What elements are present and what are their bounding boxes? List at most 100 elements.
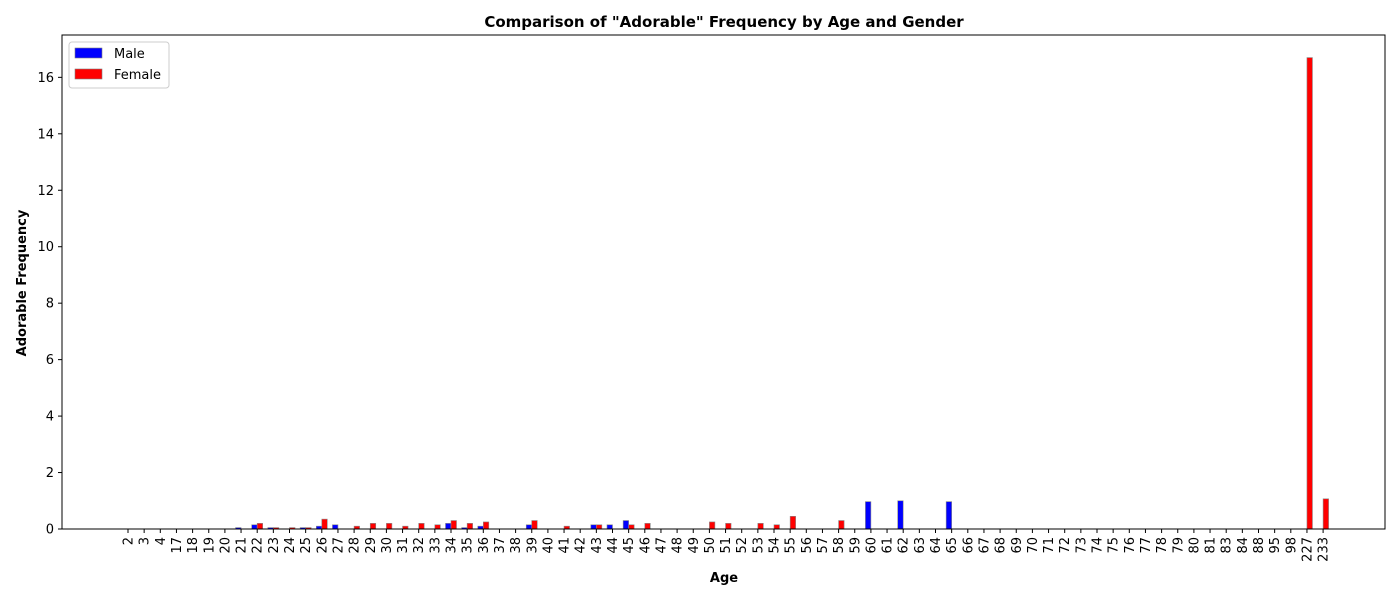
- bar-female-55: [789, 515, 796, 530]
- x-tick-label: 95: [1268, 537, 1283, 554]
- x-tick-label: 42: [574, 537, 589, 554]
- y-ticks: 0 2 4 6 8 10 12 14 16: [37, 71, 62, 538]
- x-tick-label: 67: [977, 537, 992, 554]
- x-tick-label: 24: [283, 537, 298, 554]
- x-tick-label: 74: [1091, 537, 1106, 554]
- bar-female-22: [256, 523, 264, 530]
- x-tick-label: 62: [897, 537, 912, 554]
- bars-group: [235, 57, 1329, 530]
- x-tick-label: 20: [218, 537, 233, 554]
- x-tick-label: 40: [541, 537, 556, 554]
- legend-label-male: Male: [114, 47, 145, 62]
- x-tick-label: 73: [1074, 537, 1089, 554]
- x-tick-label: 59: [848, 537, 863, 554]
- x-tick-label: 79: [1171, 537, 1186, 554]
- x-tick-label: 30: [380, 537, 395, 554]
- x-tick-label: 29: [364, 537, 379, 554]
- y-tick-label: 4: [46, 410, 54, 425]
- bar-female-34: [450, 520, 457, 530]
- x-tick-label: 60: [864, 537, 879, 554]
- bar-male-45: [622, 520, 629, 530]
- x-tick-label: 70: [1026, 537, 1041, 554]
- bar-female-39: [531, 520, 538, 530]
- y-tick-label: 10: [37, 240, 54, 255]
- x-tick-label: 4: [154, 537, 169, 545]
- x-tick-label: 49: [687, 537, 702, 554]
- bar-male-60: [865, 501, 872, 530]
- x-tick-label: 43: [590, 537, 605, 554]
- x-tick-label: 2: [122, 537, 137, 545]
- y-axis-label: Adorable Frequency: [15, 209, 30, 356]
- chart-title: Comparison of "Adorable" Frequency by Ag…: [484, 13, 964, 31]
- x-tick-label: 84: [1236, 537, 1251, 554]
- x-tick-label: 63: [913, 537, 928, 554]
- x-tick-label: 88: [1252, 537, 1267, 554]
- x-tick-label: 32: [412, 537, 427, 554]
- plot-frame: [61, 34, 1386, 530]
- bar-female-53: [757, 523, 764, 530]
- x-tick-label: 69: [1010, 537, 1025, 554]
- x-tick-label: 52: [735, 537, 750, 554]
- legend-swatch-male: [74, 47, 103, 59]
- bar-female-43: [596, 524, 603, 530]
- x-tick-label: 25: [299, 537, 314, 554]
- x-tick-label: 78: [1155, 537, 1170, 554]
- bar-female-33: [434, 524, 441, 530]
- bar-female-54: [773, 524, 780, 530]
- x-tick-label: 72: [1058, 537, 1073, 554]
- x-tick-label: 3: [138, 537, 153, 545]
- x-tick-label: 54: [768, 537, 783, 554]
- bar-male-62: [897, 500, 904, 530]
- y-tick-label: 8: [46, 297, 54, 312]
- x-tick-label: 55: [784, 537, 799, 554]
- bar-female-233: [1322, 498, 1329, 530]
- bar-female-35: [466, 523, 473, 530]
- x-tick-label: 76: [1123, 537, 1138, 554]
- x-tick-label: 44: [606, 537, 621, 554]
- x-tick-label: 47: [654, 537, 669, 554]
- bar-female-30: [386, 523, 393, 530]
- x-tick-label: 50: [703, 537, 718, 554]
- x-tick-label: 28: [348, 537, 363, 554]
- bar-female-227: [1306, 57, 1313, 530]
- x-tick-label: 48: [671, 537, 686, 554]
- x-tick-label: 41: [558, 537, 573, 554]
- bar-male-65: [945, 501, 952, 530]
- bar-female-36: [482, 521, 490, 530]
- bar-male-43: [590, 524, 597, 530]
- x-tick-label: 46: [638, 537, 653, 554]
- x-tick-label: 83: [1220, 537, 1235, 554]
- x-tick-label: 27: [331, 537, 346, 554]
- bar-male-34: [445, 523, 452, 530]
- x-tick-label: 57: [816, 537, 831, 554]
- x-tick-label: 37: [493, 537, 508, 554]
- x-tick-label: 68: [994, 537, 1009, 554]
- bar-male-22: [251, 524, 258, 530]
- x-tick-label: 71: [1042, 537, 1057, 554]
- x-tick-label: 17: [170, 537, 185, 554]
- x-tick-label: 31: [396, 537, 411, 554]
- x-tick-label: 34: [445, 537, 460, 554]
- x-tick-label: 81: [1204, 537, 1219, 554]
- x-tick-label: 77: [1139, 537, 1154, 554]
- bar-female-29: [369, 523, 377, 530]
- x-tick-label: 66: [961, 537, 976, 554]
- x-tick-label: 45: [622, 537, 637, 554]
- x-tick-label: 39: [525, 537, 540, 554]
- y-tick-label: 16: [37, 71, 54, 86]
- bar-male-39: [525, 524, 533, 530]
- legend-label-female: Female: [114, 68, 161, 83]
- bar-female-50: [709, 521, 716, 530]
- x-tick-label: 23: [267, 537, 282, 554]
- x-axis-label: Age: [710, 571, 738, 586]
- x-tick-label: 233: [1317, 537, 1332, 562]
- x-tick-label: 35: [461, 537, 476, 554]
- x-tick-label: 64: [929, 537, 944, 554]
- x-tick-label: 80: [1187, 537, 1202, 554]
- bar-female-58: [838, 520, 845, 530]
- x-tick-label: 53: [751, 537, 766, 554]
- x-tick-label: 19: [202, 537, 217, 554]
- y-tick-label: 2: [46, 466, 54, 481]
- x-tick-label: 65: [945, 537, 960, 554]
